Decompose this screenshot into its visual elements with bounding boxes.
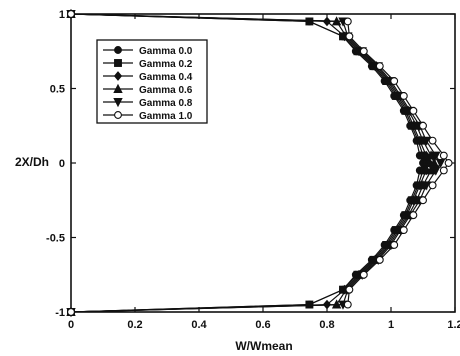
legend-label: Gamma 0.4 [139,72,193,83]
data-point [409,106,418,115]
legend: Gamma 0.0 Gamma 0.2 Gamma 0.4 Gamma 0.6 Gamm… [96,39,208,124]
data-point [409,211,418,220]
data-point [429,157,439,167]
data-point [435,159,446,169]
legend-label: Gamma 0.2 [139,59,193,70]
data-point [359,47,368,56]
data-point [390,77,399,86]
legend-label: Gamma 0.6 [139,85,193,96]
x-tick-label: 1.2 [447,319,460,331]
x-tick-label: 0.4 [191,319,207,331]
y-axis-label: 2X/Dh [15,155,49,169]
legend-box [96,39,208,124]
data-point [421,181,431,191]
legend-marker [114,46,122,54]
data-point [426,165,436,175]
data-point [375,62,384,71]
legend-item: Gamma 1.0 [103,111,193,122]
legend-label: Gamma 1.0 [139,111,193,122]
data-point [431,151,441,161]
legend-item: Gamma 0.2 [103,59,193,70]
y-tick-label: -1 [55,307,65,319]
data-point [399,226,408,235]
x-tick-label: 0.2 [127,319,142,331]
y-tick-label: 0 [59,158,65,170]
legend-marker [113,98,123,108]
series-layer [66,8,453,318]
legend-label: Gamma 0.0 [139,46,193,57]
y-tick-label: 0.5 [50,84,65,96]
data-point [421,136,431,146]
legend-item: Gamma 0.6 [103,83,193,96]
data-point [419,121,427,130]
tick-marks: 0 0.2 0.4 0.6 0.8 1 1.2 1 0.5 0 -0.5 -1 [46,9,460,331]
y-tick-label: -0.5 [46,233,65,245]
x-tick-label: 1 [388,319,394,331]
series-5 [67,10,453,316]
data-point [399,91,408,100]
legend-marker [114,111,122,119]
data-point [343,17,352,26]
x-tick-label: 0 [68,319,74,331]
y-tick-label: 1 [59,9,65,21]
data-point [343,300,352,309]
x-axis-label: W/Wmean [235,339,292,353]
legend-item: Gamma 0.4 [103,71,193,83]
data-point [426,150,436,160]
data-point [345,285,354,294]
legend-marker [114,59,122,67]
data-point [439,151,448,160]
data-point [375,255,384,264]
legend-item: Gamma 0.8 [103,98,193,109]
legend-label: Gamma 0.8 [139,98,193,109]
data-point [359,270,368,279]
data-point [67,10,75,18]
x-tick-label: 0.6 [255,319,270,331]
data-point [419,196,427,205]
x-tick-label: 0.8 [319,319,334,331]
data-point [428,181,437,190]
legend-marker [113,71,123,81]
data-point [439,166,448,175]
data-point [390,241,399,249]
data-point [428,136,437,145]
data-point [444,159,453,167]
data-point [431,166,441,176]
data-point [67,308,75,316]
data-point [345,32,354,41]
legend-marker [113,83,123,93]
legend-item: Gamma 0.0 [103,46,193,57]
